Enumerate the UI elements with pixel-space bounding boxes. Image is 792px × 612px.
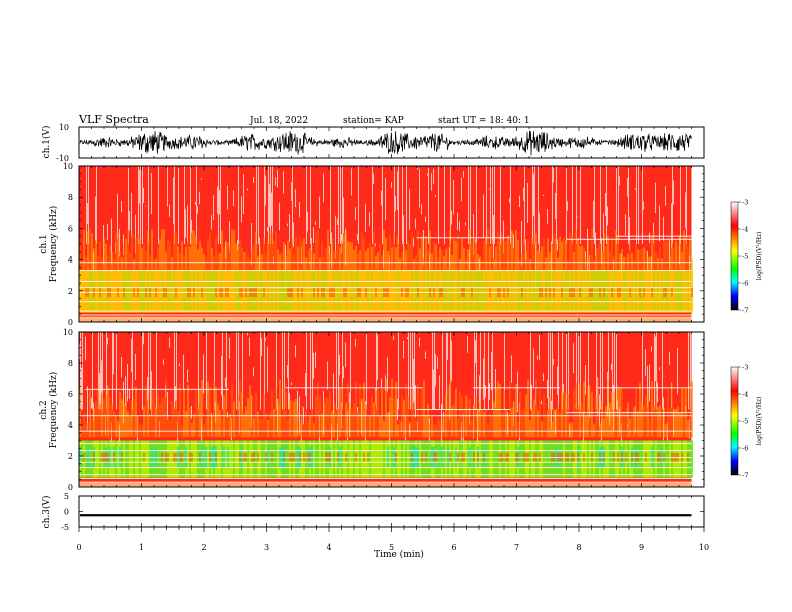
ch2-colorbar-label: log(PSD)(V²/Hz) [756,397,763,446]
time-tick-label: 5 [389,543,394,552]
time-tick-label: 8 [576,543,581,552]
ch1-colorbar-ticks: -3 -4 -5 -6 -7 [738,199,748,315]
colorbar-tick-label: -4 [742,391,748,399]
ch2-channel-label: ch.2 [39,400,49,419]
frequency-tick-label: 8 [68,359,73,368]
frequency-tick-label: 2 [68,287,73,296]
ch2-spectrogram-heatmap [79,332,704,487]
ch3-y-tick-label: 5 [64,492,69,501]
frequency-tick-label: 2 [68,452,73,461]
time-tick-label: 0 [76,543,81,552]
ch1-waveform-ylabel: ch.1(V) [41,126,52,159]
frequency-tick-label: 8 [68,193,73,202]
frequency-tick-label: 6 [68,224,73,233]
ch3-waveform-panel: 5 0 -5 0 1 2 3 4 5 6 7 8 9 10 ch.3(V) Time (min) [41,492,709,560]
frequency-tick-label: 6 [68,390,73,399]
ch3-y-tick-label: 0 [64,508,69,517]
ch3-waveform-ylabel: ch.3(V) [41,496,52,529]
ch2-frequency-ylabel: Frequency (kHz) [48,372,59,449]
colorbar-tick-label: -5 [742,253,748,261]
colorbar-tick-label: -3 [742,199,748,207]
time-tick-label: 10 [699,543,709,552]
colorbar-tick-label: -6 [742,280,748,288]
time-tick-label: 9 [639,543,644,552]
ch2-colorbar [730,366,739,476]
ch2-colorbar-ticks: -3 -4 -5 -6 -7 [738,364,748,480]
frequency-tick-label: 4 [68,256,73,265]
colorbar-tick-label: -7 [742,472,748,480]
colorbar-tick-label: -4 [742,226,748,234]
time-tick-label: 6 [451,543,456,552]
ch1-waveform-trace [79,130,692,156]
time-tick-label: 2 [201,543,206,552]
frequency-tick-label: 4 [68,421,73,430]
frequency-tick-label: 0 [68,483,73,492]
time-tick-label: 3 [264,543,269,552]
frequency-tick-label: 10 [63,328,73,337]
ch1-colorbar [730,201,739,311]
date-label: Jul. 18, 2022 [249,116,308,126]
ch1-waveform-panel: 10 -10 ch.1(V) [41,123,705,163]
ch3-y-tick-label: -5 [61,523,69,532]
figure-title: VLF Spectra [78,113,149,126]
frequency-tick-label: 10 [63,162,73,171]
ch1-spectrogram-heatmap [79,166,704,322]
time-tick-label: 4 [326,543,331,552]
ch1-y-tick-label: -10 [56,154,69,163]
ch1-channel-label: ch.1 [39,234,49,253]
ch1-y-tick-label: 10 [59,123,69,132]
ch3-y-ticks: 5 0 -5 [61,492,704,532]
frequency-tick-label: 0 [68,318,73,327]
station-label: station= KAP [343,116,404,126]
time-tick-label: 1 [139,543,144,552]
colorbar-tick-label: -3 [742,364,748,372]
time-axis-ticks: 0 1 2 3 4 5 6 7 8 9 10 [76,496,709,552]
colorbar-tick-label: -5 [742,418,748,426]
colorbar-tick-label: -6 [742,445,748,453]
time-axis-label: Time (min) [374,549,424,560]
ch3-waveform-trace [80,514,692,517]
time-tick-label: 7 [514,543,519,552]
colorbar-tick-label: -7 [742,307,748,315]
start-time-label: start UT = 18: 40: 1 [438,116,530,126]
ch1-frequency-ylabel: Frequency (kHz) [48,206,59,283]
ch1-colorbar-label: log(PSD)(V²/Hz) [756,232,763,281]
